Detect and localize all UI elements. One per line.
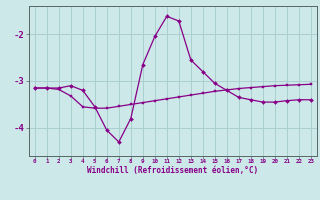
X-axis label: Windchill (Refroidissement éolien,°C): Windchill (Refroidissement éolien,°C) [87, 166, 258, 175]
